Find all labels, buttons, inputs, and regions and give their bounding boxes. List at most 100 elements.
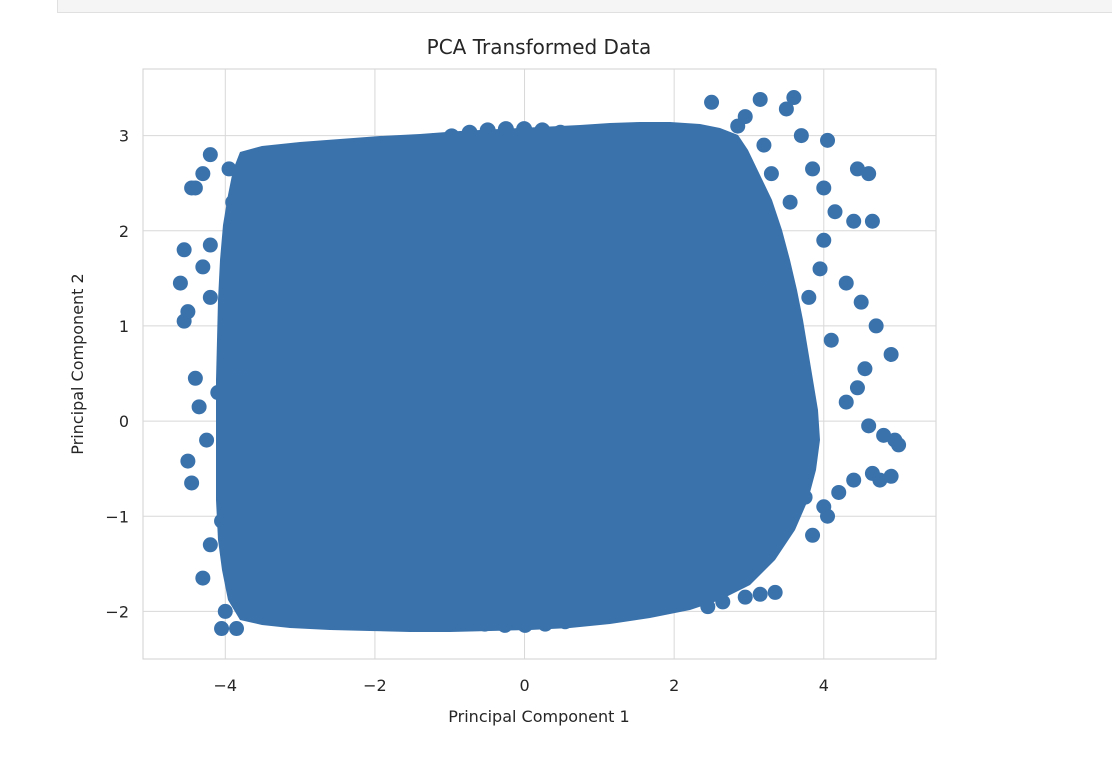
scatter-point bbox=[669, 173, 686, 190]
chart-title: PCA Transformed Data bbox=[427, 35, 652, 59]
scatter-point bbox=[187, 180, 203, 196]
scatter-point bbox=[596, 604, 613, 621]
scatter-point bbox=[710, 209, 727, 226]
scatter-point bbox=[868, 318, 884, 334]
scatter-point bbox=[214, 621, 230, 637]
y-tick-labels: −2 −1 0 1 2 3 bbox=[105, 127, 129, 622]
scatter-dots bbox=[172, 90, 907, 637]
scatter-point bbox=[391, 146, 408, 163]
scatter-point bbox=[711, 541, 728, 558]
scatter-point bbox=[195, 166, 211, 182]
scatter-point bbox=[778, 420, 795, 437]
scatter-point bbox=[780, 351, 797, 368]
scatter-point bbox=[700, 599, 716, 615]
x-axis-label: Principal Component 1 bbox=[448, 707, 629, 726]
scatter-point bbox=[184, 475, 200, 491]
scatter-points bbox=[172, 90, 907, 637]
scatter-point bbox=[199, 432, 215, 448]
scatter-point bbox=[786, 90, 802, 106]
scatter-point bbox=[745, 561, 761, 577]
scatter-point bbox=[426, 133, 443, 150]
scatter-point bbox=[697, 553, 714, 570]
scatter-point bbox=[316, 553, 333, 570]
scatter-point bbox=[359, 163, 376, 180]
scatter-point bbox=[782, 386, 799, 403]
scatter-point bbox=[861, 418, 877, 434]
scatter-point bbox=[279, 237, 296, 254]
scatter-point bbox=[176, 242, 192, 258]
scatter-point bbox=[777, 334, 794, 351]
scatter-point bbox=[746, 500, 763, 517]
scatter-point bbox=[704, 94, 720, 110]
scatter-point bbox=[479, 122, 496, 139]
y-axis-label: Principal Component 2 bbox=[68, 273, 87, 454]
scatter-point bbox=[849, 161, 865, 177]
scatter-point bbox=[763, 469, 780, 486]
scatter-point bbox=[752, 546, 768, 562]
x-tick-label: −2 bbox=[363, 676, 387, 695]
scatter-point bbox=[769, 453, 786, 470]
scatter-point bbox=[277, 514, 294, 531]
scatter-point bbox=[805, 161, 821, 177]
scatter-point bbox=[838, 394, 854, 410]
scatter-point bbox=[456, 613, 473, 630]
scatter-point bbox=[816, 232, 832, 248]
scatter-point bbox=[682, 564, 699, 581]
scatter-point bbox=[240, 317, 257, 334]
scatter-point bbox=[820, 508, 836, 524]
scatter-point bbox=[217, 603, 233, 619]
scatter-point bbox=[755, 485, 772, 502]
scatter-point bbox=[461, 124, 478, 141]
scatter-point bbox=[805, 527, 821, 543]
scatter-point bbox=[232, 403, 249, 420]
scatter-point bbox=[773, 317, 790, 334]
scatter-point bbox=[537, 615, 554, 632]
scatter-point bbox=[250, 469, 267, 486]
scatter-point bbox=[239, 437, 256, 454]
scatter-point bbox=[864, 213, 880, 229]
scatter-point bbox=[801, 289, 817, 305]
scatter-point bbox=[760, 284, 777, 301]
scatter-point bbox=[202, 147, 218, 163]
scatter-point bbox=[517, 616, 534, 633]
scatter-point bbox=[737, 589, 753, 605]
scatter-point bbox=[557, 613, 574, 630]
scatter-point bbox=[329, 184, 346, 201]
scatter-point bbox=[437, 609, 454, 626]
scatter-point bbox=[202, 237, 218, 253]
scatter-point bbox=[363, 583, 380, 600]
scatter-point bbox=[195, 570, 211, 586]
scatter-point bbox=[872, 472, 888, 488]
scatter-point bbox=[622, 146, 639, 163]
scatter-point bbox=[291, 223, 308, 240]
scatter-point bbox=[476, 615, 493, 632]
scatter-point bbox=[229, 621, 245, 637]
scatter-point bbox=[667, 574, 684, 591]
y-tick-label: −1 bbox=[105, 507, 129, 526]
scatter-point bbox=[236, 334, 253, 351]
scatter-point bbox=[316, 196, 333, 213]
y-tick-label: 0 bbox=[119, 412, 129, 431]
scatter-point bbox=[614, 598, 631, 615]
scatter-point bbox=[846, 213, 862, 229]
scatter-point bbox=[225, 194, 241, 210]
scatter-point bbox=[638, 154, 655, 171]
scatter-point bbox=[399, 598, 416, 615]
x-tick-label: −4 bbox=[213, 676, 237, 695]
scatter-point bbox=[823, 332, 839, 348]
scatter-point bbox=[232, 369, 248, 385]
scatter-point bbox=[781, 403, 798, 420]
scatter-point bbox=[195, 259, 211, 275]
scatter-point bbox=[767, 300, 784, 317]
scatter-point bbox=[191, 399, 207, 415]
scatter-point bbox=[233, 351, 250, 368]
scatter-point bbox=[782, 369, 798, 385]
scatter-point bbox=[752, 91, 768, 107]
scatter-point bbox=[605, 139, 622, 156]
scatter-point bbox=[697, 196, 714, 213]
scatter-point bbox=[831, 484, 847, 500]
scatter-point bbox=[632, 591, 649, 608]
y-tick-label: 2 bbox=[119, 222, 129, 241]
x-tick-labels: −4 −2 0 2 4 bbox=[213, 676, 828, 695]
